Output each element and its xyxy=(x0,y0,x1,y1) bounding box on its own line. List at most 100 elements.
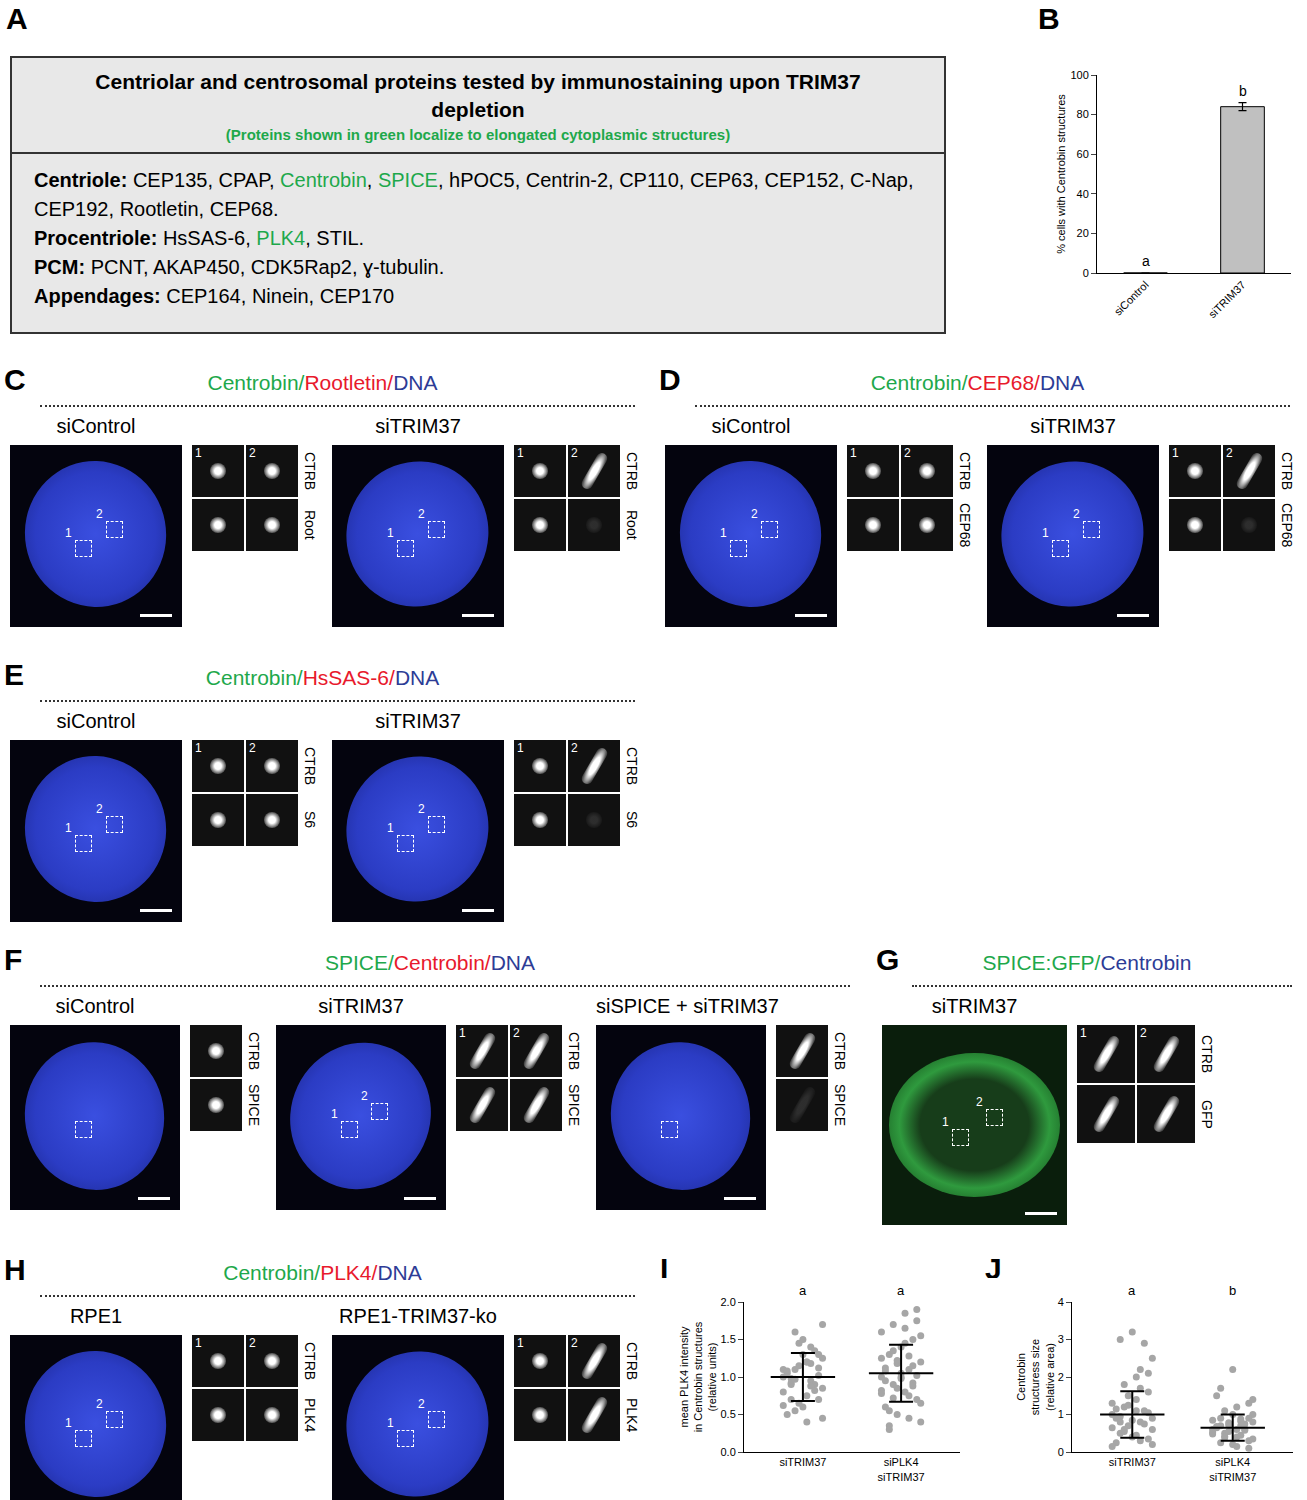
html-text:(Proteins shown in green local: (Proteins shown in green localize to elo… xyxy=(225,126,731,143)
html-text:S6: S6 xyxy=(302,811,318,829)
svg-text:siTRIM37: siTRIM37 xyxy=(779,1456,826,1468)
svg-text:80: 80 xyxy=(1077,108,1089,120)
html-text:RPE1: RPE1 xyxy=(69,1305,123,1327)
svg-text:20: 20 xyxy=(1077,227,1089,239)
html-text:siControl: siControl xyxy=(56,710,136,732)
svg-text:b: b xyxy=(1239,83,1247,99)
html-text:2: 2 xyxy=(751,507,758,521)
html-text:siControl: siControl xyxy=(56,415,136,437)
svg-text:0: 0 xyxy=(1058,1446,1064,1458)
html-text:CTRB: CTRB xyxy=(624,451,640,491)
html-text:CTRB: CTRB xyxy=(302,451,318,491)
svg-text:1.0: 1.0 xyxy=(721,1371,736,1383)
svg-text:b: b xyxy=(1229,1283,1236,1298)
html-text:H: H xyxy=(4,1253,26,1286)
html-text:1: 1 xyxy=(517,446,524,460)
html-text:CTRB: CTRB xyxy=(566,1031,582,1071)
svg-text:100: 100 xyxy=(1070,69,1088,81)
html-text:CTRB: CTRB xyxy=(957,451,973,491)
svg-text:a: a xyxy=(897,1283,905,1298)
html-text:1: 1 xyxy=(720,526,727,540)
svg-text:1: 1 xyxy=(1058,1408,1064,1420)
html-text:1: 1 xyxy=(195,446,202,460)
svg-text:2.0: 2.0 xyxy=(721,1296,736,1308)
html-text:siTRIM37: siTRIM37 xyxy=(931,995,1018,1017)
svg-text:mean PLK4 intensityin Centrobi: mean PLK4 intensityin Centrobin structur… xyxy=(678,1321,719,1432)
html-text:Root: Root xyxy=(302,510,318,540)
html-text:CEP68: CEP68 xyxy=(1279,502,1295,548)
html-text:J: J xyxy=(985,1252,1002,1285)
html-text:siTRIM37: siTRIM37 xyxy=(375,415,461,437)
html-text:CTRB: CTRB xyxy=(302,1341,318,1381)
html-text:Centrobin/ CEP68/ DNA: Centrobin/ CEP68/ DNA xyxy=(870,371,1085,394)
svg-text:3: 3 xyxy=(1058,1333,1064,1345)
html-text:CTRB: CTRB xyxy=(246,1031,262,1071)
html-text:RPE1-TRIM37-ko: RPE1-TRIM37-ko xyxy=(339,1305,497,1327)
svg-text:0.0: 0.0 xyxy=(721,1446,736,1458)
html-text:PLK4: PLK4 xyxy=(302,1397,318,1433)
html-text:I: I xyxy=(660,1252,669,1285)
svg-text:0: 0 xyxy=(1083,267,1089,279)
html-text:G: G xyxy=(876,943,900,976)
html-text:siSPICE + siTRIM37: siSPICE + siTRIM37 xyxy=(596,995,779,1017)
html-text:SPICE: SPICE xyxy=(832,1084,848,1126)
html-text:S6: S6 xyxy=(624,811,640,829)
svg-text:4: 4 xyxy=(1058,1296,1064,1308)
svg-text:a: a xyxy=(1128,1283,1136,1298)
html-text:CEP68: CEP68 xyxy=(957,502,973,548)
svg-text:% cells with Centrobin structu: % cells with Centrobin structures xyxy=(1055,94,1067,254)
html-text:SPICE: SPICE xyxy=(566,1084,582,1126)
html-text:SPICE: SPICE xyxy=(246,1084,262,1126)
html-text:1: 1 xyxy=(387,526,394,540)
html-text:CEP192, Rootletin, CEP68.: CEP192, Rootletin, CEP68. xyxy=(34,198,279,220)
html-text:1: 1 xyxy=(65,526,72,540)
html-text:PCM: PCNT, AKAP450, CDK5Rap2,: PCM: PCNT, AKAP450, CDK5Rap2, ɣ-tubulin. xyxy=(34,256,445,278)
html-text:2: 2 xyxy=(249,446,256,460)
html-text:siControl: siControl xyxy=(711,415,791,437)
html-text:CTRB: CTRB xyxy=(302,746,318,786)
html-text:2: 2 xyxy=(418,507,425,521)
html-text:GFP: GFP xyxy=(1199,1099,1215,1129)
html-text:Appendages: CEP164, Ninein, CE: Appendages: CEP164, Ninein, CEP170 xyxy=(34,285,395,307)
svg-text:a: a xyxy=(799,1283,807,1298)
svg-text:siTRIM37: siTRIM37 xyxy=(1109,1456,1156,1468)
svg-text:60: 60 xyxy=(1077,148,1089,160)
html-text:Centrobin/ PLK4/ DNA: Centrobin/ PLK4/ DNA xyxy=(223,1261,422,1284)
html-text:D: D xyxy=(659,363,681,396)
svg-text:2: 2 xyxy=(1058,1371,1064,1383)
svg-text:0.5: 0.5 xyxy=(721,1408,736,1420)
html-text:E: E xyxy=(4,658,24,691)
svg-text:siPLK4siTRIM37: siPLK4siTRIM37 xyxy=(878,1456,925,1482)
html-text:B: B xyxy=(1038,2,1060,35)
html-text:CTRB: CTRB xyxy=(832,1031,848,1071)
html-text:siTRIM37: siTRIM37 xyxy=(318,995,404,1017)
html-text:Centriolar and centrosomal pro: Centriolar and centrosomal proteins test… xyxy=(95,70,861,121)
html-text:2: 2 xyxy=(96,507,103,521)
svg-text:1.5: 1.5 xyxy=(721,1333,736,1345)
html-text:2: 2 xyxy=(571,446,578,460)
html-text:Procentriole: HsSAS-6, PLK4, S: Procentriole: HsSAS-6, PLK4, STIL. xyxy=(34,227,365,249)
svg-text:Centrobinstructuress size(rela: Centrobinstructuress size(relative area) xyxy=(1015,1339,1056,1415)
html-text:CTRB: CTRB xyxy=(624,1341,640,1381)
html-text:SPICE:GFP/ Centrobin: SPICE:GFP/ Centrobin xyxy=(982,951,1192,974)
svg-text:siPLK4siTRIM37: siPLK4siTRIM37 xyxy=(1209,1456,1256,1482)
html-text:siTRIM37: siTRIM37 xyxy=(1030,415,1116,437)
html-text:Centrobin/ HsSAS-6/ DNA: Centrobin/ HsSAS-6/ DNA xyxy=(205,666,440,689)
svg-text:siControl: siControl xyxy=(1112,279,1151,318)
svg-text:siTRIM37: siTRIM37 xyxy=(1206,279,1248,321)
svg-text:a: a xyxy=(1142,253,1150,269)
html-text:Root: Root xyxy=(624,510,640,540)
html-text:C: C xyxy=(4,363,26,396)
html-text:F: F xyxy=(4,943,23,976)
html-text:CTRB: CTRB xyxy=(624,746,640,786)
html-text:PLK4: PLK4 xyxy=(624,1397,640,1433)
html-text:CTRB: CTRB xyxy=(1199,1034,1215,1074)
html-text:Centrobin/ Rootletin/ DNA: Centrobin/ Rootletin/ DNA xyxy=(207,371,438,394)
html-text:siTRIM37: siTRIM37 xyxy=(375,710,461,732)
html-text:Centriole: CEP135, CPAP, Centr: Centriole: CEP135, CPAP, Centrobin, SPIC… xyxy=(34,169,914,191)
html-text:SPICE/ Centrobin/ DNA: SPICE/ Centrobin/ DNA xyxy=(325,951,535,974)
html-text:siControl: siControl xyxy=(55,995,135,1017)
svg-text:40: 40 xyxy=(1077,188,1089,200)
html-text:CTRB: CTRB xyxy=(1279,451,1295,491)
html-text:A: A xyxy=(6,2,28,35)
